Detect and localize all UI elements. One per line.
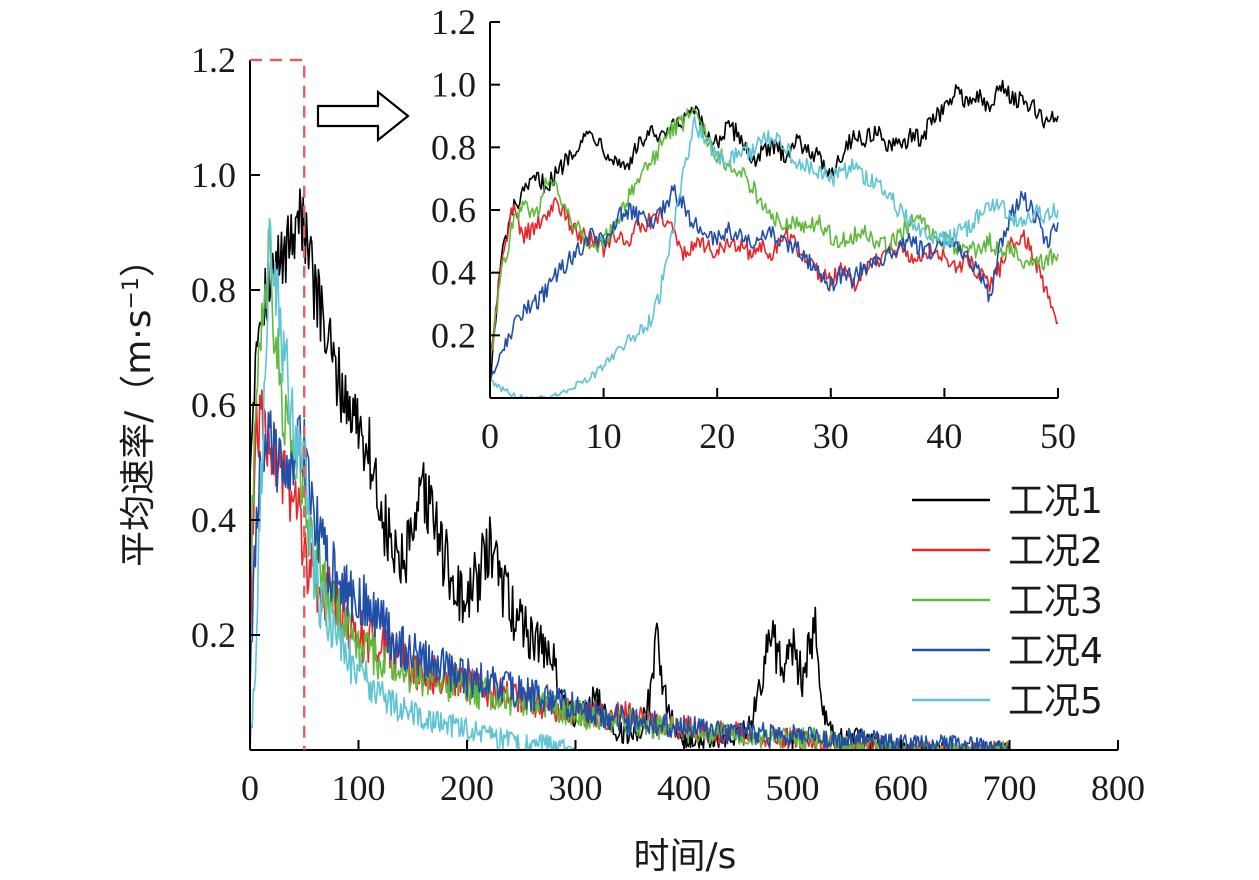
x-tick-label: 50 bbox=[1040, 416, 1076, 456]
y-tick-label: 1.0 bbox=[191, 155, 236, 195]
y-axis-title-sup: −1 bbox=[119, 277, 144, 309]
y-axis-title: 平均速率/（m·s−1） bbox=[118, 241, 159, 567]
legend-label: 工况4 bbox=[1008, 631, 1103, 672]
legend-label: 工况1 bbox=[1008, 481, 1103, 522]
x-tick-label: 300 bbox=[549, 768, 603, 808]
series-line-2 bbox=[250, 389, 1011, 750]
y-tick-label: 0.4 bbox=[191, 500, 236, 540]
y-tick-label: 1.2 bbox=[191, 40, 236, 80]
y-tick-label: 0.4 bbox=[431, 253, 476, 293]
main-plot: 0 100 200 300 400 500 600 700 8000.20.40.60.81.0… bbox=[191, 40, 1145, 808]
zoom-arrow-icon bbox=[316, 89, 410, 143]
inset-background bbox=[482, 14, 1074, 410]
inset-plot: 0 10 20 30 40 50 0.2 0.4 0.6 0.8 1.0 1.2 bbox=[431, 2, 1076, 456]
legend-item: 工况3 bbox=[912, 581, 1103, 622]
x-axis-title: 时间/s bbox=[634, 836, 737, 877]
x-tick-label: 700 bbox=[983, 768, 1037, 808]
legend-label: 工况2 bbox=[1008, 531, 1103, 572]
legend-item: 工况1 bbox=[912, 481, 1103, 522]
y-tick-label: 1.0 bbox=[431, 65, 476, 105]
legend-label: 工况5 bbox=[1008, 681, 1103, 722]
series-line-4 bbox=[490, 184, 1059, 383]
x-tick-label: 40 bbox=[926, 416, 962, 456]
y-tick-label: 0.6 bbox=[191, 385, 236, 425]
legend-item: 工况4 bbox=[912, 631, 1103, 672]
x-tick-label: 10 bbox=[586, 416, 622, 456]
x-tick-label: 400 bbox=[657, 768, 711, 808]
series-group bbox=[490, 79, 1059, 399]
y-axis-title-main: 平均速率/（m·s bbox=[118, 310, 159, 567]
y-tick-label: 1.2 bbox=[431, 2, 476, 42]
y-axis-title-close: ） bbox=[118, 241, 159, 277]
series-line-5 bbox=[490, 115, 1059, 399]
y-tick-label: 0.8 bbox=[431, 127, 476, 167]
y-tick-label: 0.8 bbox=[191, 270, 236, 310]
x-tick-label: 600 bbox=[874, 768, 928, 808]
y-tick-label: 0.2 bbox=[191, 615, 236, 655]
x-tick-label: 0 bbox=[241, 768, 259, 808]
legend-item: 工况2 bbox=[912, 531, 1103, 572]
series-line-1 bbox=[490, 79, 1059, 384]
legend-item: 工况5 bbox=[912, 681, 1103, 722]
legend-label: 工况3 bbox=[1008, 581, 1103, 622]
series-line-4 bbox=[250, 410, 1010, 750]
y-tick-label: 0.2 bbox=[431, 315, 476, 355]
x-tick-label: 30 bbox=[813, 416, 849, 456]
x-tick-label: 20 bbox=[699, 416, 735, 456]
x-tick-label: 0 bbox=[481, 416, 499, 456]
legend: 工况1 工况2 工况3 工况4 工况5 bbox=[912, 481, 1103, 722]
x-tick-label: 100 bbox=[332, 768, 386, 808]
x-tick-label: 200 bbox=[440, 768, 494, 808]
y-tick-label: 0.6 bbox=[431, 190, 476, 230]
x-tick-label: 500 bbox=[766, 768, 820, 808]
series-line-2 bbox=[490, 197, 1059, 369]
x-tick-label: 800 bbox=[1091, 768, 1145, 808]
